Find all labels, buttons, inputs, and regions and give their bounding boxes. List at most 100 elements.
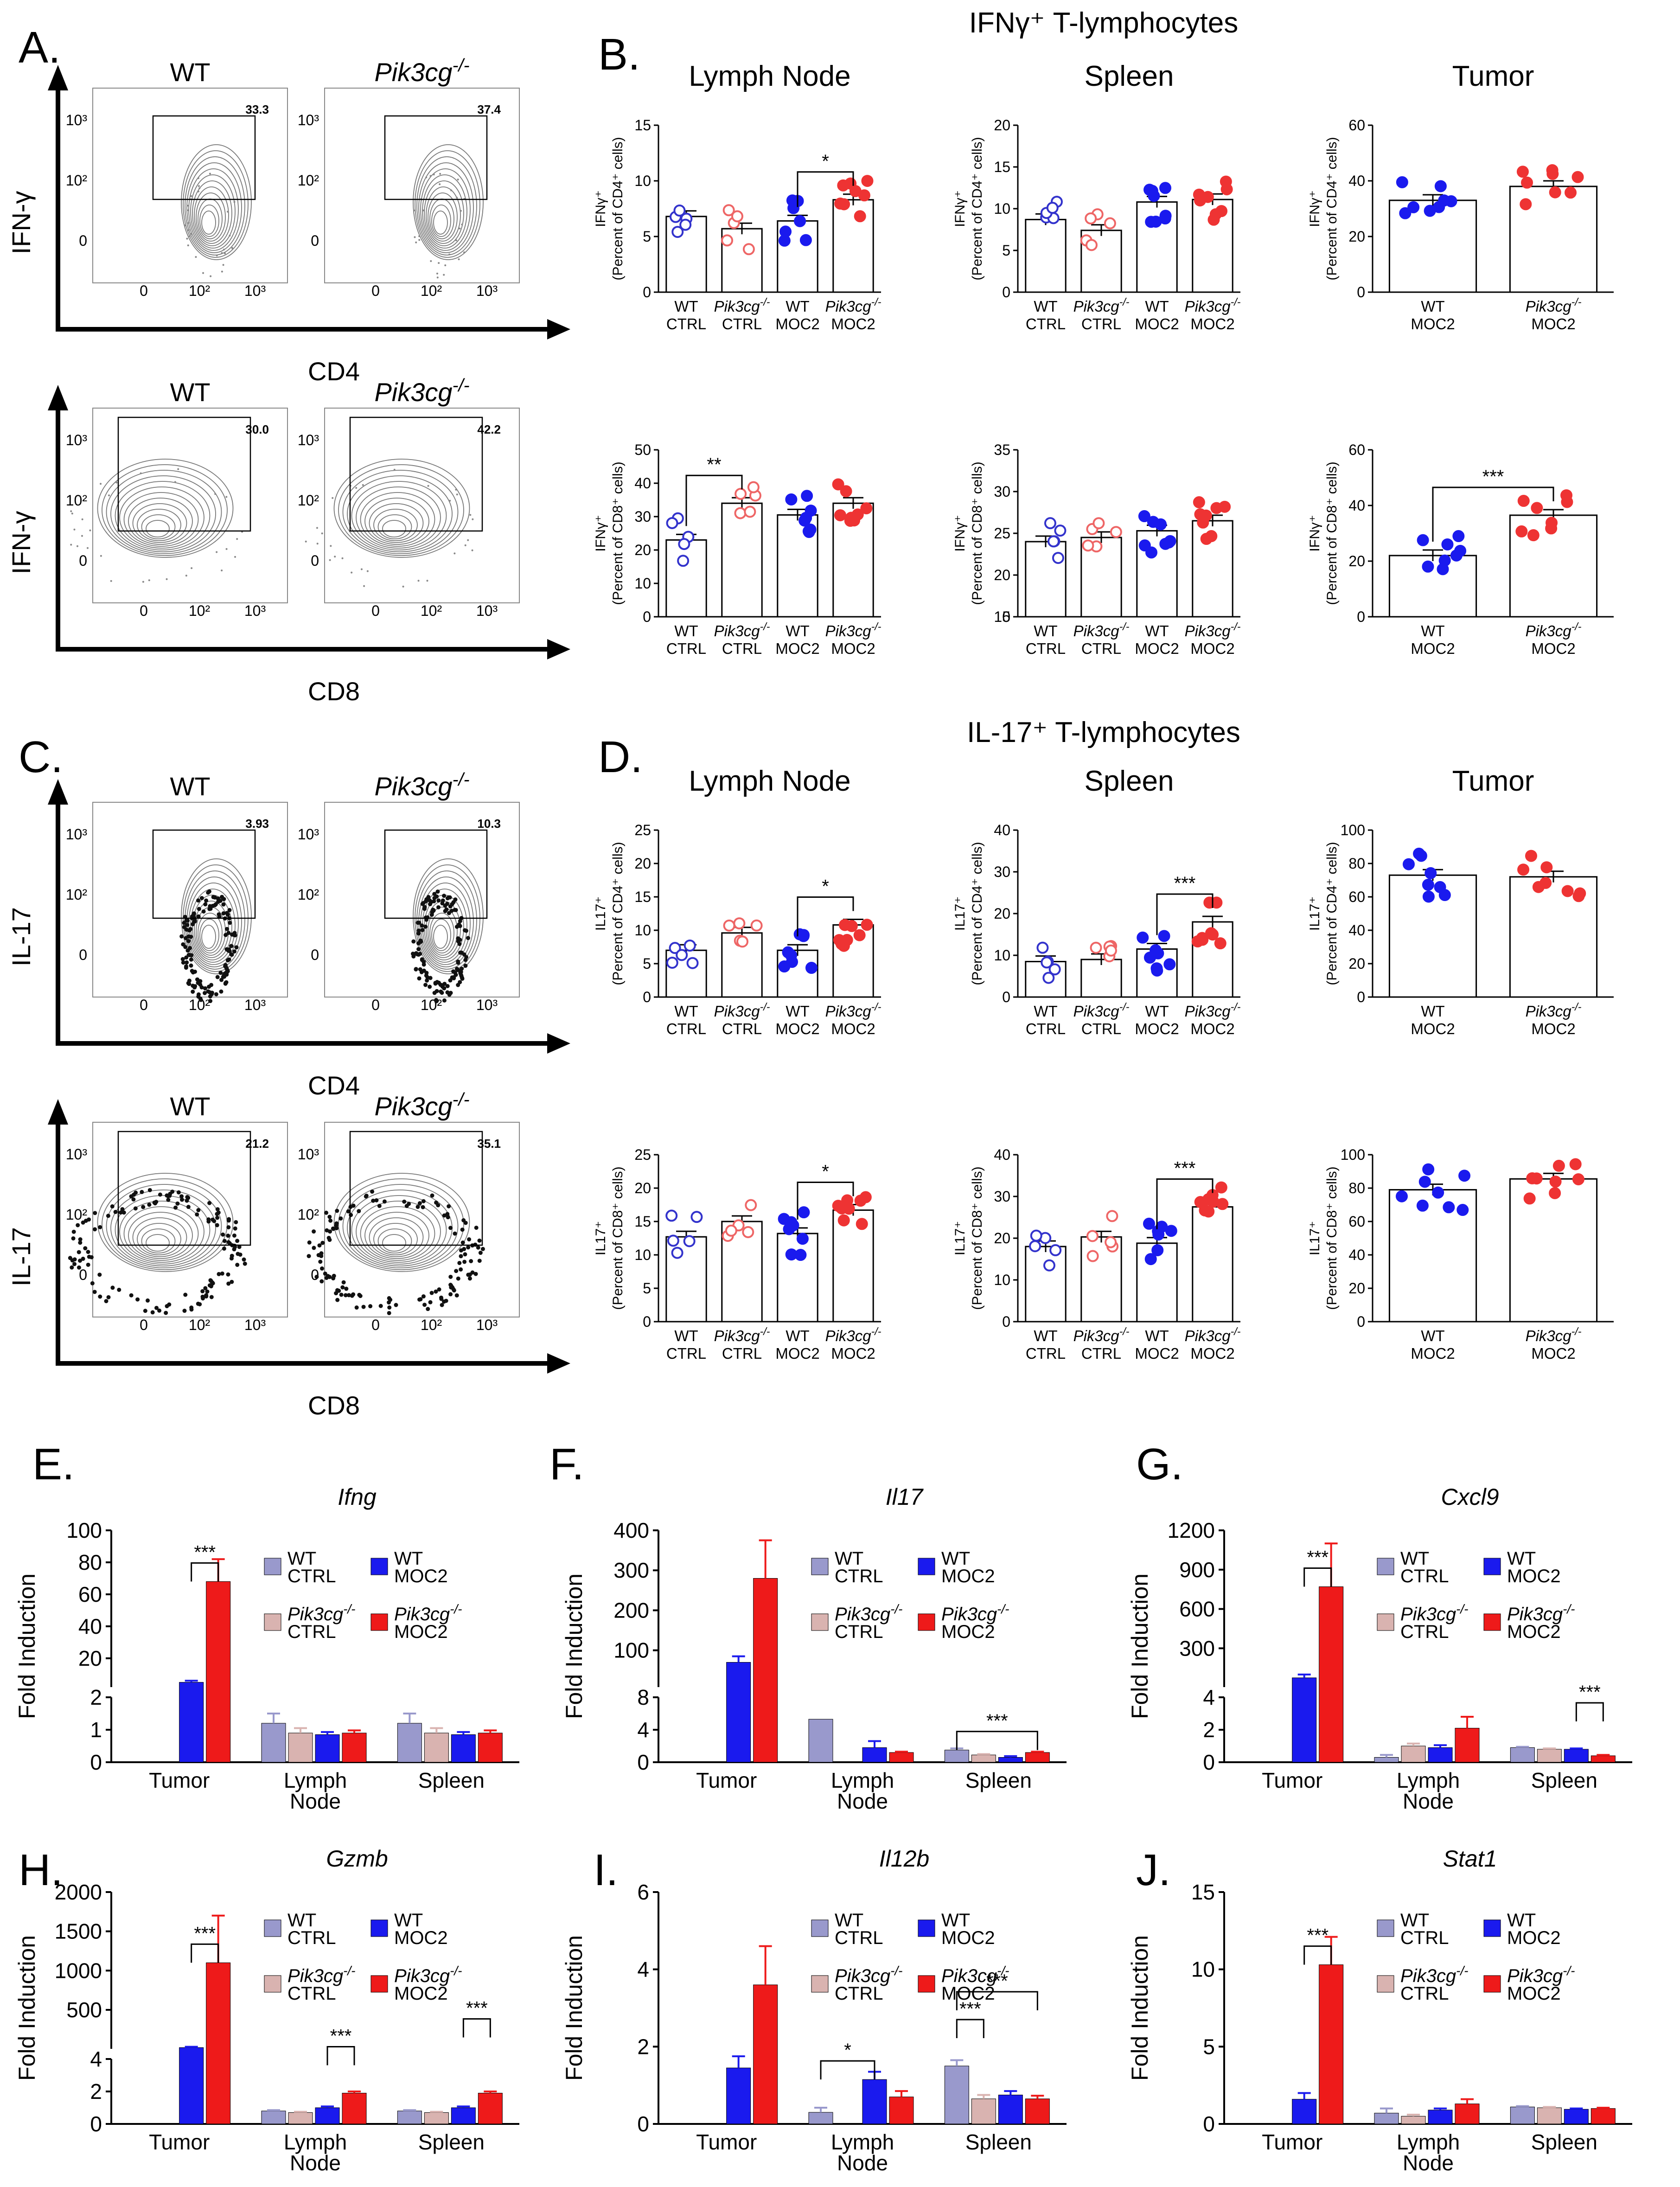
data-point	[1572, 890, 1585, 902]
flow-event-dot	[461, 1218, 466, 1222]
flow-event-dot	[216, 899, 220, 904]
flow-event-dot	[324, 1276, 329, 1280]
data-point	[1200, 509, 1212, 522]
panel-label-b: B.	[598, 30, 640, 79]
flow-event-dot	[460, 976, 465, 981]
flow-event-dot	[305, 540, 307, 543]
flow-event-dot	[354, 1305, 359, 1310]
bar	[1025, 2098, 1050, 2124]
flow-event-dot	[416, 931, 421, 936]
y-axis-label-unit: (Percent of CD4⁺ cells)	[610, 842, 626, 985]
flow-event-dot	[433, 173, 435, 176]
data-point	[834, 509, 846, 522]
flow-event-dot	[320, 1241, 325, 1245]
flow-event-dot	[466, 1245, 471, 1250]
flow-event-dot	[206, 1217, 211, 1221]
flow-event-dot	[226, 931, 231, 935]
y-tick-label: 1200	[1168, 1518, 1215, 1542]
flow-event-dot	[141, 1205, 146, 1209]
flow-event-dot	[219, 989, 224, 994]
flow-contour	[199, 919, 219, 951]
flow-event-dot	[77, 1250, 81, 1254]
flow-plot-frame	[92, 408, 288, 603]
flow-event-dot	[226, 1281, 231, 1286]
data-point	[1143, 1217, 1155, 1230]
flow-event-dot	[318, 1260, 323, 1264]
flow-contour	[382, 1234, 406, 1252]
flow-event-dot	[188, 946, 192, 950]
category-genotype: WT	[674, 622, 698, 639]
significance-stars: ***	[1307, 1548, 1329, 1568]
flow-event-dot	[467, 1276, 472, 1281]
flow-gate	[349, 416, 483, 532]
flow-contour	[356, 1201, 441, 1263]
data-point	[1104, 217, 1116, 230]
x-arrow-head	[547, 319, 570, 339]
data-point	[1092, 517, 1105, 530]
category-genotype: WT	[786, 622, 809, 639]
y-axis-label: Fold Induction	[561, 1573, 587, 1719]
legend-genotype: Pik3cg-/-	[941, 1963, 1009, 1987]
category-condition: MOC2	[831, 640, 875, 657]
data-point	[1424, 867, 1437, 879]
y-tick-label: 2	[90, 2079, 102, 2104]
data-point	[1415, 850, 1427, 862]
data-point	[1105, 1236, 1117, 1248]
data-point	[1531, 502, 1543, 514]
data-point	[1521, 176, 1533, 189]
data-point	[1517, 863, 1530, 876]
data-point	[1147, 516, 1159, 528]
panel-label-e: E.	[32, 1439, 75, 1489]
flow-event-dot	[115, 481, 118, 484]
data-point	[1152, 1225, 1164, 1237]
flow-event-dot	[377, 1203, 382, 1208]
category-genotype: Pik3cg-/-	[1185, 620, 1241, 639]
flow-event-dot	[188, 235, 191, 237]
legend-swatch	[918, 1975, 935, 1993]
data-point	[1048, 963, 1061, 976]
data-point	[1434, 180, 1447, 192]
flow-event-dot	[460, 1241, 465, 1245]
flow-event-dot	[418, 239, 421, 241]
flow-event-dot	[411, 939, 416, 944]
flow-event-dot	[203, 986, 207, 991]
flow-event-dot	[143, 1309, 147, 1313]
category-genotype: WT	[1034, 298, 1057, 315]
data-point	[725, 1224, 737, 1237]
flow-event-dot	[312, 1229, 316, 1234]
legend-genotype: WT	[287, 1548, 316, 1569]
flow-event-dot	[179, 934, 184, 939]
flow-y-tick: 10²	[66, 1206, 88, 1223]
flow-contour	[132, 503, 187, 543]
flow-event-dot	[108, 494, 110, 497]
bar	[1591, 2108, 1616, 2124]
x-arrow-head	[547, 1353, 570, 1374]
flow-contour	[201, 211, 216, 235]
category-condition: MOC2	[775, 315, 819, 333]
data-point	[778, 960, 791, 972]
flow-event-dot	[221, 902, 226, 907]
category-genotype: Pik3cg-/-	[1526, 1325, 1582, 1344]
category-label: Tumor	[149, 2130, 210, 2154]
flow-event-dot	[457, 922, 461, 927]
data-point	[1144, 1253, 1157, 1266]
flow-event-dot	[429, 1291, 434, 1295]
y-tick-label: 0	[90, 1750, 102, 1774]
data-point	[736, 935, 749, 948]
flow-event-dot	[72, 1262, 77, 1266]
flow-event-dot	[363, 585, 365, 587]
bar	[1537, 2107, 1562, 2124]
flow-event-dot	[328, 1218, 333, 1223]
y-tick-label: 10	[634, 1247, 651, 1263]
flow-y-tick: 10³	[66, 112, 88, 128]
flow-event-dot	[133, 1206, 138, 1211]
y-tick-label: 15	[634, 117, 651, 134]
y-tick-label: 20	[994, 905, 1010, 922]
y-tick-label: 40	[78, 1614, 102, 1638]
legend-swatch	[264, 1919, 281, 1937]
y-tick-label: 15	[634, 889, 651, 905]
flow-x-tick: 0	[371, 282, 380, 299]
flow-event-dot	[217, 1272, 221, 1276]
flow-y-tick: 10²	[66, 172, 88, 189]
data-point	[1110, 526, 1122, 538]
